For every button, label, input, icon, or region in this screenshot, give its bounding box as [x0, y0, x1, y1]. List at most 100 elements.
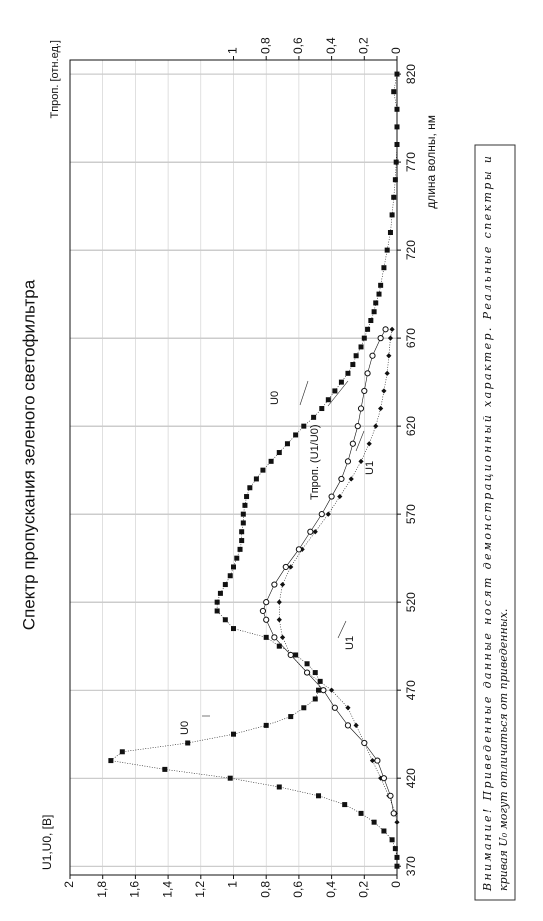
square-marker	[293, 652, 299, 658]
square-marker	[288, 714, 294, 720]
square-marker	[311, 414, 317, 420]
diamond-marker	[394, 819, 400, 825]
annotation-leader	[337, 620, 347, 639]
square-marker	[368, 318, 374, 324]
diamond-marker	[366, 441, 372, 447]
square-marker	[394, 854, 400, 860]
circle-marker	[390, 810, 397, 817]
square-marker	[392, 177, 398, 183]
circle-marker	[320, 687, 327, 694]
circle-marker	[364, 370, 371, 377]
square-marker	[237, 546, 243, 552]
square-marker	[239, 538, 245, 544]
annotation: U0	[179, 721, 191, 735]
circle-marker	[338, 475, 345, 483]
series-line	[110, 74, 398, 867]
square-marker	[365, 326, 371, 332]
square-marker	[391, 194, 397, 200]
square-marker	[214, 608, 220, 614]
x-tick-label: 520	[404, 592, 418, 612]
x-tick-label: 670	[404, 328, 418, 348]
diamond-marker	[312, 529, 318, 535]
circle-marker	[282, 563, 289, 571]
square-marker	[316, 793, 322, 799]
circle-marker	[361, 387, 368, 395]
note-box	[474, 144, 516, 901]
x-axis-label: длина волны, нм	[424, 115, 438, 209]
y2-tick-label: 0,8	[258, 37, 272, 54]
x-tick-label: 370	[404, 856, 418, 876]
square-marker	[384, 247, 390, 253]
square-marker	[276, 784, 282, 790]
x-tick-label: 620	[404, 416, 418, 436]
square-marker	[316, 687, 322, 693]
circle-marker	[318, 511, 325, 518]
square-marker	[387, 230, 393, 236]
square-marker	[284, 441, 290, 447]
square-marker	[394, 863, 400, 869]
square-marker	[239, 529, 245, 535]
square-marker	[301, 423, 307, 429]
square-marker	[358, 344, 364, 350]
diamond-marker	[373, 423, 379, 429]
square-marker	[222, 617, 228, 623]
square-marker	[162, 766, 168, 772]
diamond-marker	[325, 511, 331, 517]
series	[276, 326, 400, 825]
square-marker	[392, 846, 398, 852]
diamond-marker	[329, 687, 335, 693]
square-marker	[312, 670, 318, 676]
square-marker	[304, 661, 310, 667]
y-axis-label: U1,U0, [B]	[40, 815, 54, 870]
square-marker	[361, 335, 367, 341]
circle-marker	[380, 775, 388, 782]
square-marker	[394, 141, 400, 147]
y2-tick-label: 0,4	[324, 37, 338, 54]
square-marker	[247, 485, 253, 491]
diamond-marker	[369, 757, 376, 764]
y-tick-label: 2	[62, 881, 76, 888]
diamond-marker	[279, 581, 286, 588]
square-marker	[393, 159, 399, 165]
square-marker	[381, 828, 387, 834]
square-marker	[227, 775, 233, 781]
square-marker	[301, 705, 307, 711]
annotation: Tпроп. (U1/U0)	[309, 425, 321, 501]
diamond-marker	[381, 388, 387, 394]
square-marker	[263, 634, 269, 640]
square-marker	[358, 810, 364, 816]
square-marker	[350, 362, 356, 368]
diamond-marker	[348, 476, 354, 482]
diamond-marker	[358, 458, 364, 464]
square-marker	[260, 467, 266, 473]
series	[259, 326, 397, 817]
square-marker	[240, 520, 246, 526]
square-marker	[389, 212, 395, 218]
y2-tick-label: 0,6	[291, 37, 305, 54]
square-marker	[217, 590, 223, 596]
circle-marker	[369, 352, 376, 359]
annotation: U1	[344, 636, 356, 650]
square-marker	[317, 678, 323, 684]
square-marker	[394, 106, 400, 112]
square-marker	[345, 370, 351, 376]
square-marker	[263, 722, 269, 728]
diamond-marker	[353, 722, 359, 728]
square-marker	[276, 643, 282, 649]
square-marker	[325, 397, 331, 403]
circle-marker	[259, 607, 267, 615]
circle-marker	[377, 335, 384, 342]
x-tick-label: 720	[404, 240, 418, 260]
y2-tick-label: 0,2	[356, 37, 370, 54]
y-tick-label: 0	[389, 881, 403, 888]
annotation-leader	[355, 430, 365, 452]
circle-marker	[271, 634, 278, 641]
diamond-marker	[378, 405, 384, 412]
diamond-marker	[345, 705, 351, 711]
square-marker	[338, 379, 344, 385]
square-marker	[108, 758, 114, 764]
annotation-leader	[299, 380, 309, 406]
note-line: Внимание! Приведенные данные носят демон…	[481, 156, 494, 892]
diamond-marker	[276, 599, 282, 605]
